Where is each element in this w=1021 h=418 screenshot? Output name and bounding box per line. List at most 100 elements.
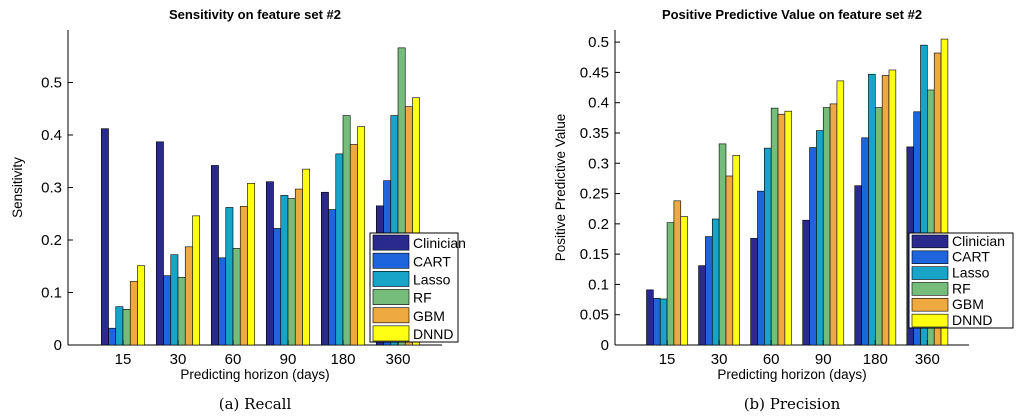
- x-tick-label: 15: [115, 351, 132, 368]
- legend-swatch-clinician: [372, 234, 410, 251]
- chart-panel-precision: Positive Predictive Value on feature set…: [553, 7, 1014, 413]
- legend-swatch-dnnd: [372, 325, 410, 342]
- y-tick-label: 0.35: [580, 125, 609, 142]
- bar-clinician-180: [854, 185, 862, 346]
- bar-gbm-30: [184, 246, 193, 346]
- legend-swatch-lasso: [372, 271, 410, 287]
- bar-dnnd-60: [247, 183, 256, 346]
- bar-cart-60: [218, 257, 227, 346]
- y-tick-label: 0.3: [41, 180, 62, 197]
- bar-gbm-60: [777, 113, 786, 346]
- x-axis-label: Predicting horizon (days): [717, 367, 866, 382]
- legend-swatch-cart: [911, 250, 949, 264]
- bar-lasso-90: [280, 195, 289, 346]
- y-tick-label: 0.2: [588, 216, 609, 233]
- bar-rf-15: [666, 222, 675, 346]
- bar-cart-180: [861, 137, 869, 346]
- y-axis-label: Sensitivity: [10, 157, 25, 218]
- legend-swatch-cart: [372, 252, 410, 269]
- bar-clinician-30: [155, 141, 164, 346]
- bar-clinician-60: [750, 238, 758, 346]
- bar-clinician-15: [646, 289, 654, 346]
- x-tick-label: 180: [330, 351, 355, 368]
- bar-rf-180: [342, 115, 351, 346]
- bar-lasso-15: [115, 306, 124, 346]
- bar-dnnd-360: [940, 38, 949, 346]
- x-tick-label: 30: [711, 351, 728, 368]
- bar-dnnd-60: [784, 110, 793, 346]
- y-tick-label: 0.15: [580, 246, 609, 263]
- chart-panel-recall: Sensitivity on feature set #2 0 0.1 0.2 0.3 0…: [10, 7, 466, 413]
- legend-label-gbm: GBM: [952, 296, 984, 312]
- bar-dnnd-30: [192, 215, 201, 346]
- legend-label-rf: RF: [952, 280, 971, 296]
- legend-label-lasso: Lasso: [413, 272, 451, 288]
- bar-rf-30: [718, 143, 727, 346]
- bar-cart-90: [809, 147, 817, 346]
- bar-rf-15: [122, 308, 131, 346]
- bar-dnnd-90: [836, 80, 845, 346]
- y-tick-label: 0.45: [580, 64, 609, 81]
- bar-gbm-180: [349, 144, 358, 346]
- legend-box: [369, 232, 459, 343]
- bar-rf-90: [822, 107, 831, 346]
- x-tick-label: 90: [280, 351, 297, 368]
- y-tick-label: 0.1: [588, 276, 609, 293]
- legend-swatch-lasso: [911, 266, 949, 280]
- bar-clinician-180: [320, 191, 329, 346]
- x-tick-label: 90: [815, 351, 832, 368]
- legend-swatch-rf: [372, 289, 410, 305]
- x-tick-label: 60: [225, 351, 242, 368]
- bar-cart-90: [273, 228, 282, 346]
- y-tick-label: 0.3: [588, 155, 609, 172]
- bar-cart-180: [328, 209, 337, 346]
- bar-rf-90: [287, 198, 296, 346]
- bar-cart-15: [653, 298, 661, 346]
- y-axis-label: Positive Predictive Value: [553, 114, 568, 262]
- legend-swatch-gbm: [911, 298, 949, 312]
- legend-label-lasso: Lasso: [952, 265, 990, 281]
- bar-cart-60: [757, 190, 765, 346]
- y-tick-label: 0.4: [41, 127, 62, 144]
- y-tick-label: 0.1: [41, 285, 62, 302]
- legend-box: [908, 232, 1014, 329]
- bar-gbm-60: [239, 206, 248, 346]
- legend-label-gbm: GBM: [413, 308, 445, 324]
- chart-title: Positive Predictive Value on feature set…: [662, 7, 922, 22]
- bar-lasso-60: [764, 147, 772, 346]
- legend-swatch-gbm: [372, 307, 410, 324]
- bar-lasso-180: [868, 73, 876, 346]
- bar-dnnd-180: [888, 69, 897, 346]
- bar-clinician-60: [210, 165, 219, 346]
- bar-gbm-30: [725, 175, 734, 346]
- legend-swatch-dnnd: [911, 313, 949, 328]
- bar-rf-60: [232, 248, 241, 346]
- bar-dnnd-30: [732, 155, 740, 346]
- figure-caption: (a) Recall: [219, 395, 292, 413]
- bar-lasso-60: [225, 207, 234, 346]
- bar-lasso-90: [816, 130, 824, 346]
- bar-dnnd-180: [357, 126, 366, 346]
- figure-caption: (b) Precision: [744, 395, 841, 413]
- y-tick-label: 0: [601, 337, 609, 354]
- bar-gbm-180: [881, 75, 890, 346]
- bar-gbm-90: [294, 188, 303, 346]
- bar-lasso-30: [711, 218, 720, 346]
- x-tick-label: 360: [915, 351, 940, 368]
- bar-clinician-30: [698, 265, 706, 346]
- bar-rf-180: [874, 107, 883, 346]
- bar-rf-60: [770, 107, 779, 346]
- bar-gbm-90: [829, 103, 838, 346]
- y-tick-label: 0.25: [580, 186, 609, 203]
- legend-label-rf: RF: [413, 290, 432, 306]
- bar-clinician-90: [265, 181, 274, 346]
- x-tick-label: 15: [659, 351, 676, 368]
- bar-dnnd-15: [137, 265, 146, 346]
- bar-gbm-15: [129, 281, 138, 346]
- bar-clinician-15: [100, 128, 109, 346]
- bar-dnnd-90: [302, 168, 311, 346]
- legend-label-dnnd: DNND: [952, 312, 992, 328]
- bar-cart-30: [705, 236, 713, 346]
- legend-label-clinician: Clinician: [413, 235, 466, 251]
